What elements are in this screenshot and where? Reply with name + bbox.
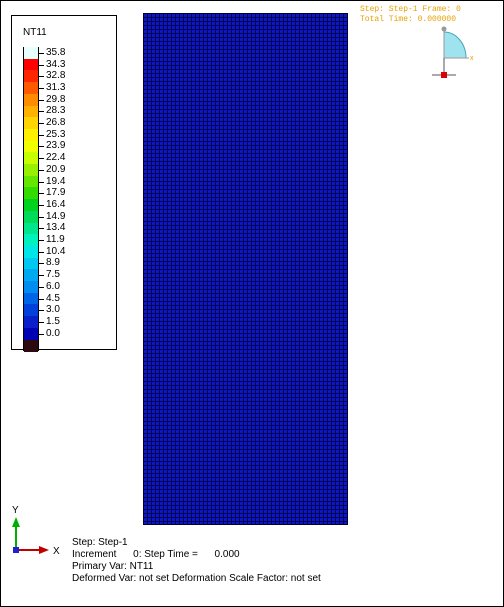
legend-swatch [24, 58, 38, 72]
legend-swatch [24, 117, 38, 130]
legend-tick [39, 298, 44, 300]
legend-swatch [24, 175, 38, 189]
legend-swatch [24, 199, 38, 212]
legend-tick [39, 87, 44, 89]
legend-tick-label: 35.8 [46, 46, 66, 58]
legend-tick-label: 22.4 [46, 152, 66, 164]
legend-tick-label: 28.3 [46, 105, 66, 117]
svg-text:x: x [470, 55, 474, 62]
legend-swatch [24, 152, 38, 165]
legend-swatch [24, 47, 38, 60]
legend-tick [39, 275, 44, 277]
legend-tick [39, 169, 44, 171]
legend-tick-label: 8.9 [46, 257, 60, 269]
legend-tick-label: 31.3 [46, 81, 66, 93]
legend-tick-label: 7.5 [46, 269, 60, 281]
legend-tick-label: 17.9 [46, 187, 66, 199]
step-frame-label: Step: Step-1 Frame: 0 [360, 5, 461, 14]
info-increment: Increment 0: Step Time = 0.000 [72, 549, 240, 560]
legend-tick [39, 158, 44, 160]
legend-tick-label: 13.4 [46, 222, 66, 234]
legend-swatch [24, 245, 38, 259]
legend-swatch [24, 140, 38, 154]
legend-tick [39, 123, 44, 125]
view-triad-icon: x [432, 26, 474, 78]
legend-tick-label: 3.0 [46, 304, 60, 316]
legend-swatch [24, 292, 38, 306]
legend-tick-label: 4.5 [46, 292, 60, 304]
legend-swatch [24, 316, 38, 329]
legend-tick-label: 11.9 [46, 234, 65, 246]
legend-tick [39, 240, 44, 242]
legend-swatch [24, 105, 38, 119]
contour-legend: NT11 35.8 34.3 32.8 31.3 29.8 28.3 26.8 25.3 23.… [11, 15, 117, 353]
legend-swatch [24, 70, 38, 84]
legend-tick-label: 25.3 [46, 128, 66, 140]
legend-tick [39, 228, 44, 230]
legend-tick [39, 263, 44, 265]
legend-swatch [24, 222, 38, 236]
legend-tick [39, 333, 44, 335]
legend-color-bar [23, 47, 39, 353]
legend-swatch [24, 234, 38, 247]
legend-tick [39, 64, 44, 66]
legend-tick-label: 29.8 [46, 93, 66, 105]
legend-tick [39, 52, 44, 54]
legend-swatch [24, 327, 38, 341]
legend-swatch [24, 339, 38, 353]
mesh-plot[interactable] [143, 13, 348, 525]
info-deformed-var: Deformed Var: not set Deformation Scale … [72, 573, 321, 584]
global-axes-icon: Y X [12, 505, 60, 557]
legend-swatch [24, 210, 38, 224]
svg-text:X: X [53, 546, 60, 557]
legend-tick [39, 321, 44, 323]
legend-tick-label: 10.4 [46, 245, 66, 257]
legend-tick-label: 14.9 [46, 210, 66, 222]
legend-swatch [24, 164, 38, 177]
legend-tick [39, 99, 44, 101]
legend-tick-label: 23.9 [46, 140, 66, 152]
info-primary-var: Primary Var: NT11 [72, 561, 154, 572]
legend-swatch [24, 82, 38, 95]
legend-tick-label: 6.0 [46, 280, 60, 292]
legend-tick-label: 34.3 [46, 58, 66, 70]
legend-tick [39, 286, 44, 288]
legend-swatch [24, 187, 38, 201]
legend-tick-label: 16.4 [46, 198, 66, 210]
legend-title: NT11 [23, 27, 47, 38]
legend-tick-label: 20.9 [46, 163, 66, 175]
legend-swatch [24, 269, 38, 282]
info-step: Step: Step-1 [72, 537, 128, 548]
legend-tick-label: 32.8 [46, 70, 66, 82]
legend-tick-label: 26.8 [46, 117, 66, 129]
legend-tick [39, 134, 44, 136]
legend-tick [39, 204, 44, 206]
legend-swatch [24, 281, 38, 294]
legend-tick [39, 181, 44, 183]
legend-tick [39, 146, 44, 148]
legend-tick [39, 111, 44, 113]
legend-tick [39, 251, 44, 253]
legend-swatch [24, 93, 38, 107]
legend-tick [39, 76, 44, 78]
legend-tick [39, 193, 44, 195]
legend-tick-label: 1.5 [46, 315, 60, 327]
legend-swatch [24, 257, 38, 271]
legend-tick [39, 310, 44, 312]
legend-tick [39, 216, 44, 218]
legend-swatch [24, 304, 38, 318]
total-time-label: Total Time: 0.000000 [360, 15, 457, 24]
legend-tick-label: 0.0 [46, 327, 60, 339]
legend-swatch [24, 128, 38, 142]
svg-text:Y: Y [12, 505, 19, 516]
legend-tick-label: 19.4 [46, 175, 66, 187]
